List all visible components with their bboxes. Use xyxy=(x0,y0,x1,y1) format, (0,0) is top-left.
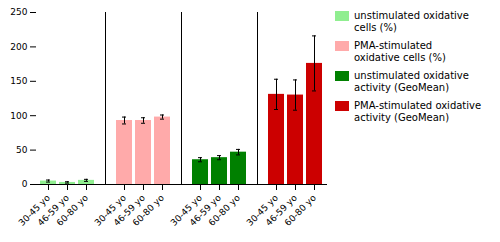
svg-text:30-45 yo: 30-45 yo xyxy=(168,192,204,228)
svg-text:30-45 yo: 30-45 yo xyxy=(16,192,52,228)
svg-text:60-80 yo: 60-80 yo xyxy=(207,192,243,228)
svg-text:46-59 yo: 46-59 yo xyxy=(111,192,147,228)
svg-text:60-80 yo: 60-80 yo xyxy=(55,192,91,228)
html-text:PMA-stimulated oxidative cells: PMA-stimulated oxidative cells (%) xyxy=(354,40,446,63)
svg-text:60-80 yo: 60-80 yo xyxy=(131,192,167,228)
svg-text:100: 100 xyxy=(10,111,27,121)
svg-text:250: 250 xyxy=(10,7,27,17)
svg-text:200: 200 xyxy=(10,42,27,52)
svg-text:150: 150 xyxy=(10,76,27,86)
svg-text:46-59 yo: 46-59 yo xyxy=(35,192,71,228)
svg-text:46-59 yo: 46-59 yo xyxy=(263,192,299,228)
svg-text:60-80 yo: 60-80 yo xyxy=(283,192,319,228)
svg-text:30-45 yo: 30-45 yo xyxy=(244,192,280,228)
svg-text:50: 50 xyxy=(16,145,28,155)
html-text:PMA-stimulated oxidative activ: PMA-stimulated oxidative activity (GeoMe… xyxy=(354,100,482,123)
html-text:unstimulated oxidative activit: unstimulated oxidative activity (GeoMean… xyxy=(354,70,469,93)
svg-text:46-59 yo: 46-59 yo xyxy=(187,192,223,228)
svg-text:0: 0 xyxy=(22,179,28,189)
html-text:unstimulated oxidative cells (: unstimulated oxidative cells (%) xyxy=(354,10,469,33)
svg-text:30-45 yo: 30-45 yo xyxy=(92,192,128,228)
